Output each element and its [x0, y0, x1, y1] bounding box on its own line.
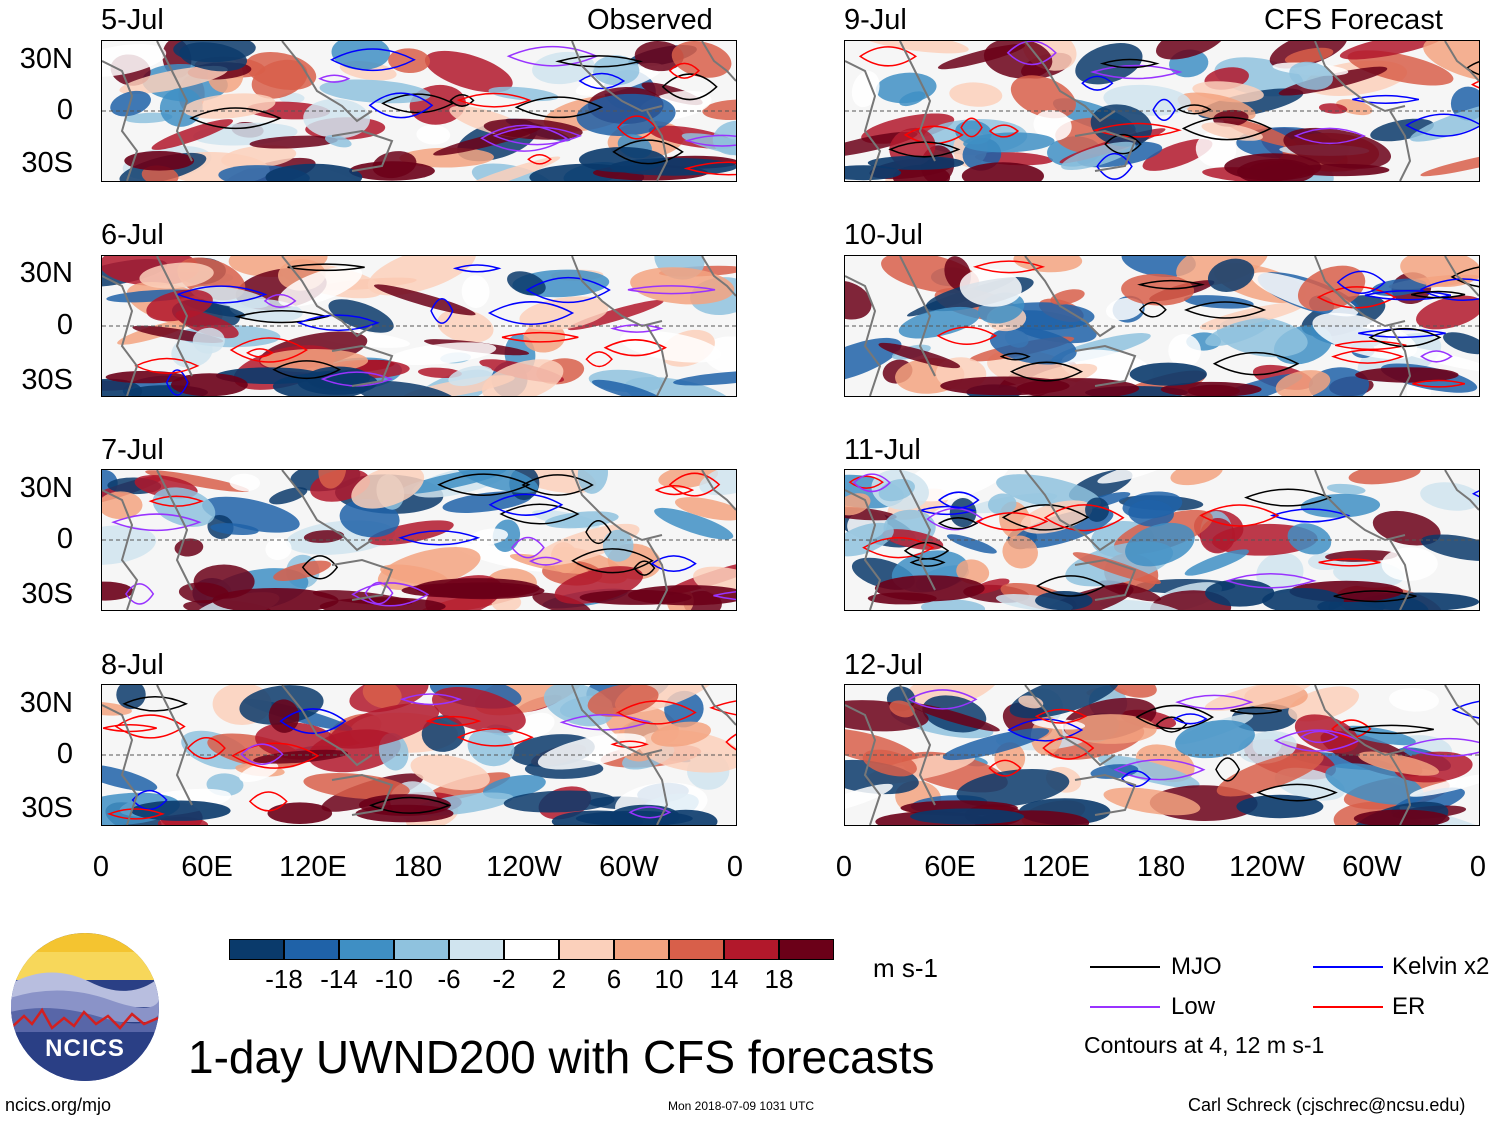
colorbar-swatch — [724, 939, 779, 960]
colorbar-tick-label: -18 — [265, 964, 303, 994]
lon-obs-60w: 60W — [599, 851, 659, 883]
lat-0-r3: 0 — [56, 523, 73, 555]
colorbar-swatch — [449, 939, 504, 960]
lon-fc-0: 0 — [835, 851, 853, 883]
lon-obs-60e: 60E — [181, 851, 233, 883]
colorbar-swatch — [504, 939, 559, 960]
legend-label-mjo: MJO — [1171, 953, 1222, 980]
panel-date-fc-1: 9-Jul — [844, 4, 907, 36]
logo-text: NCICS — [45, 1035, 125, 1062]
colorbar-tick-label: 14 — [709, 964, 739, 994]
legend-line-er — [1313, 1006, 1383, 1008]
lat-30s-r2: 30S — [21, 364, 73, 396]
lon-obs-120w: 120W — [486, 851, 562, 883]
colorbar-swatch — [559, 939, 614, 960]
lat-30s-r3: 30S — [21, 578, 73, 610]
colorbar-swatch — [614, 939, 669, 960]
colorbar-swatch — [669, 939, 724, 960]
legend-label-kelvin: Kelvin x2 — [1392, 953, 1490, 980]
panel-date-obs-1: 5-Jul — [101, 4, 164, 36]
colorbar-tick-label: 2 — [551, 964, 567, 994]
colorbar-tick-label: -2 — [492, 964, 516, 994]
colorbar-tick-label: 6 — [606, 964, 622, 994]
column-label-observed: Observed — [587, 4, 713, 36]
colorbar-swatch — [339, 939, 394, 960]
map-panel-obs-3 — [101, 469, 737, 611]
colorbar-tick-label: -6 — [437, 964, 461, 994]
map-panel-obs-2 — [101, 255, 737, 397]
legend-label-er: ER — [1392, 993, 1426, 1020]
lat-30s-r1: 30S — [21, 147, 73, 179]
map-panel-obs-4 — [101, 684, 737, 826]
panel-date-obs-3: 7-Jul — [101, 434, 164, 466]
ncics-logo-icon[interactable]: NCICS — [10, 932, 160, 1082]
footer-url[interactable]: ncics.org/mjo — [5, 1095, 112, 1115]
map-panel-obs-1 — [101, 40, 737, 182]
chart-title: 1-day UWND200 with CFS forecasts — [188, 1031, 935, 1083]
lat-0-r2: 0 — [56, 309, 73, 341]
lat-30n-r2: 30N — [19, 257, 73, 289]
map-panel-fc-2 — [844, 255, 1480, 397]
lat-30n-r4: 30N — [19, 687, 73, 719]
lon-obs-120e: 120E — [279, 851, 347, 883]
panel-date-fc-3: 11-Jul — [844, 434, 921, 466]
legend-label-low: Low — [1171, 993, 1216, 1020]
lat-30n-r3: 30N — [19, 472, 73, 504]
legend-line-mjo — [1090, 966, 1160, 968]
footer-author: Carl Schreck (cjschrec@ncsu.edu) — [1188, 1095, 1466, 1115]
colorbar-swatch — [394, 939, 449, 960]
panel-date-fc-2: 10-Jul — [844, 219, 923, 251]
lon-obs-0: 0 — [92, 851, 110, 883]
colorbar-tick-label: 18 — [764, 964, 794, 994]
lon-fc-180: 180 — [1136, 851, 1186, 883]
column-label-forecast: CFS Forecast — [1264, 4, 1443, 36]
lon-fc-120e: 120E — [1022, 851, 1090, 883]
map-panel-fc-3 — [844, 469, 1480, 611]
lon-obs-0-end: 0 — [726, 851, 744, 883]
colorbar-unit: m s-1 — [873, 953, 938, 983]
lat-0-r4: 0 — [56, 738, 73, 770]
legend-line-low — [1090, 1006, 1160, 1008]
panel-date-fc-4: 12-Jul — [844, 649, 923, 681]
footer-timestamp: Mon 2018-07-09 1031 UTC — [668, 1099, 815, 1113]
map-panel-fc-4 — [844, 684, 1480, 826]
colorbar: -18 -14 -10 -6 -2 2 6 10 14 18 — [229, 939, 834, 999]
lon-fc-120w: 120W — [1229, 851, 1305, 883]
lat-0-r1: 0 — [56, 94, 73, 126]
colorbar-tick-label: -14 — [320, 964, 358, 994]
legend-note: Contours at 4, 12 m s-1 — [1084, 1032, 1325, 1058]
colorbar-tick-label: 10 — [654, 964, 684, 994]
lon-fc-60e: 60E — [924, 851, 976, 883]
lon-fc-60w: 60W — [1342, 851, 1402, 883]
lon-fc-0-end: 0 — [1469, 851, 1487, 883]
legend-line-kelvin — [1313, 966, 1383, 968]
lon-obs-180: 180 — [393, 851, 443, 883]
colorbar-swatch — [779, 939, 834, 960]
panel-date-obs-2: 6-Jul — [101, 219, 164, 251]
colorbar-tick-label: -10 — [375, 964, 413, 994]
map-panel-fc-1 — [844, 40, 1480, 182]
colorbar-swatch — [284, 939, 339, 960]
panel-date-obs-4: 8-Jul — [101, 649, 164, 681]
colorbar-swatch — [229, 939, 284, 960]
lat-30n-r1: 30N — [19, 43, 73, 75]
lat-30s-r4: 30S — [21, 792, 73, 824]
